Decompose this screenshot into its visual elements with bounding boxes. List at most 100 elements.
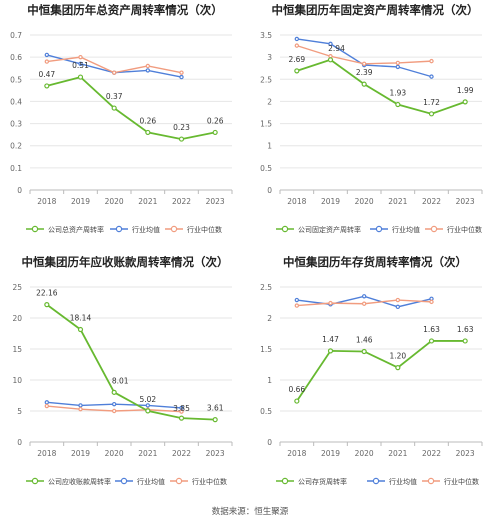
data-point [395,364,401,371]
x-tick-label: 2019 [71,449,90,458]
y-tick-label: 0 [17,186,22,195]
receivables-turnover-panel: 中恒集团历年应收账款周转率情况（次） 0 5 10 15 20 25 2018 2019 202… [0,252,250,504]
legend-swatch-marker [427,477,435,485]
data-label: 22.16 [36,289,58,298]
data-point [78,54,83,60]
data-point [145,68,151,73]
data-label: 8.01 [112,376,129,385]
legend-label: 行业均值 [389,477,417,486]
y-tick-label: 0.5 [10,75,22,84]
data-label: 1.47 [322,335,339,344]
data-point [78,403,83,408]
data-point [111,401,117,407]
chart-title: 中恒集团历年存货周转率情况（次） [283,255,467,269]
data-point [395,60,401,66]
y-tick-label: 0 [267,438,272,447]
series-line [46,76,216,140]
legend-swatch-marker [120,477,128,485]
legend-swatch-marker [375,225,383,233]
data-label: 0.51 [72,61,89,70]
data-point [294,303,300,308]
legend-label: 行业均值 [137,477,165,486]
data-label: 0.66 [288,385,305,394]
data-label: 1.46 [356,335,373,344]
data-point [395,101,401,108]
x-tick-label: 2021 [138,449,157,458]
series-line [296,340,466,402]
series-line [296,58,466,115]
x-tick-label: 2020 [105,197,124,206]
legend-label: 行业中位数 [444,477,479,486]
x-tick-label: 2023 [456,449,475,458]
y-tick-label: 5 [17,407,22,416]
chart-svg: 0 0.5 1 1.5 2 2.5 2018 2019 2020 2021 2022 2023 0.66… [260,283,483,486]
data-point [145,408,151,414]
data-label: 3.85 [173,404,190,413]
legend-swatch-marker [372,477,380,485]
data-source-note: 数据来源：恒生聚源 [211,507,289,517]
y-tick-label: 0 [17,438,22,447]
x-tick-label: 2019 [71,197,90,206]
data-point [429,74,434,79]
legend-label: 行业中位数 [192,477,227,486]
y-tick-label: 0.3 [10,120,22,129]
data-point [294,43,300,48]
data-point [44,403,50,409]
data-point [327,348,334,354]
y-tick-label: 0.5 [260,407,272,416]
fixed-asset-turnover-panel: 中恒集团历年固定资产周转率情况（次） 0 0.5 1 1.5 2 2.5 3 3.5 2018 2… [250,0,500,252]
legend-swatch-marker [170,225,178,233]
x-tick-label: 2018 [37,197,56,206]
data-label: 0.26 [207,116,224,125]
legend-label: 公司应收账款周转率 [48,477,111,486]
series-line [46,303,216,421]
x-tick-label: 2019 [321,197,340,206]
x-tick-label: 2018 [287,449,306,458]
legend-label: 行业均值 [132,225,160,234]
x-tick-label: 2022 [422,197,441,206]
data-label: 5.02 [139,395,156,404]
data-label: 0.26 [139,116,156,125]
legend-label: 行业中位数 [447,225,482,234]
data-label: 1.72 [423,98,440,107]
data-point [178,415,185,421]
data-point [179,409,184,414]
data-label: 1.63 [423,325,440,334]
x-tick-label: 2023 [206,449,225,458]
data-point [294,68,300,74]
data-point [145,129,151,136]
x-tick-label: 2018 [287,197,306,206]
y-tick-label: 0.7 [10,31,22,40]
x-tick-label: 2020 [105,449,124,458]
data-point [361,81,367,87]
data-label: 0.37 [106,92,123,101]
chart-svg: 0 0.5 1 1.5 2 2.5 3 3.5 2018 2019 2020 2021 2022 2023… [260,31,483,234]
data-point [428,111,435,117]
data-point [212,129,218,136]
data-point [179,70,184,75]
inventory-turnover-panel: 中恒集团历年存货周转率情况（次） 0 0.5 1 1.5 2 2.5 2018 2019 202… [250,252,500,504]
y-tick-label: 15 [12,345,22,354]
legend-swatch-marker [115,225,123,233]
data-label: 1.93 [389,89,406,98]
y-tick-label: 0.2 [10,142,22,151]
y-tick-label: 10 [12,376,22,385]
x-tick-label: 2019 [321,449,340,458]
data-point [361,61,367,66]
x-tick-label: 2021 [388,449,407,458]
series-line [296,44,432,65]
data-point [462,338,468,344]
chart-svg: 0 5 10 15 20 25 2018 2019 2020 2021 2022 2023 22.16 1… [12,283,233,486]
legend-swatch-marker [175,477,183,485]
x-tick-label: 2020 [355,449,374,458]
data-point [44,400,50,405]
data-label: 1.20 [389,352,406,361]
series-line [46,56,182,74]
x-tick-label: 2023 [206,197,225,206]
data-point [44,302,50,308]
data-point [78,61,83,66]
legend-label: 行业中位数 [187,225,222,234]
data-point [212,417,218,423]
y-tick-label: 3.5 [260,31,272,40]
